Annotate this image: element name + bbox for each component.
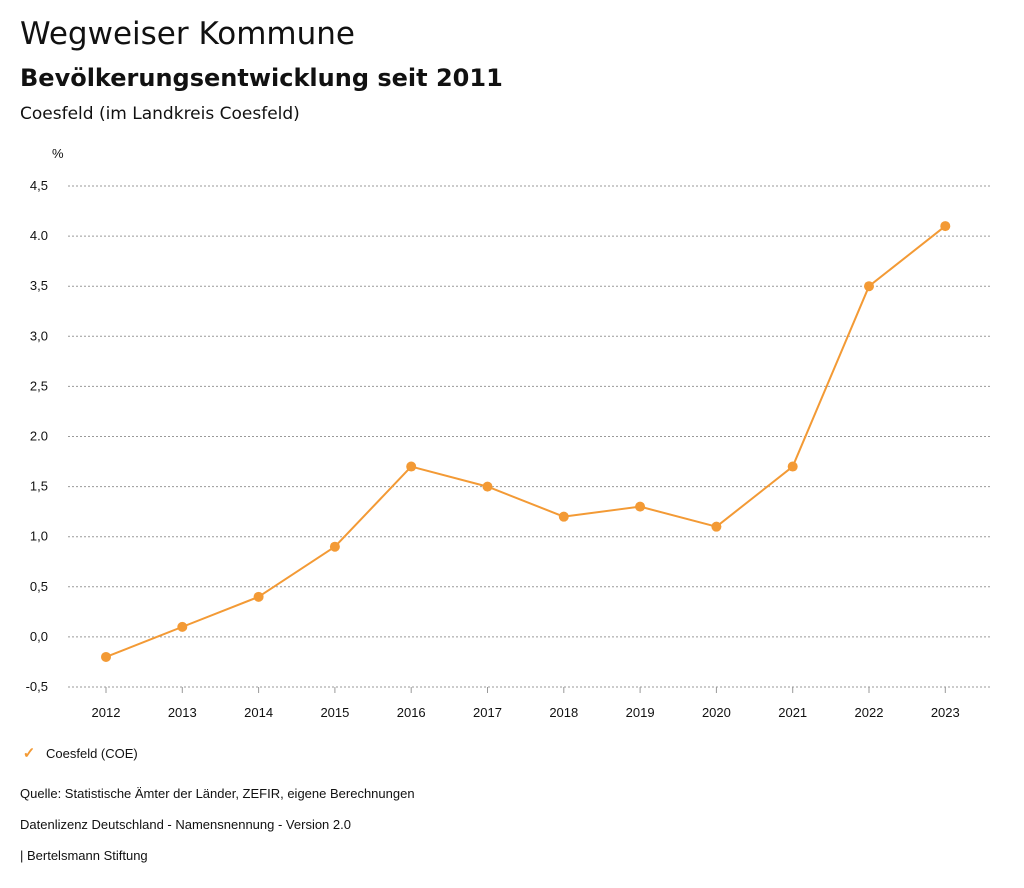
data-point: [482, 481, 493, 492]
y-tick-label: 3,5: [30, 278, 48, 293]
data-point: [787, 461, 798, 472]
y-tick-label: 3,0: [30, 328, 48, 343]
region-label: Coesfeld (im Landkreis Coesfeld): [20, 104, 300, 124]
data-point: [329, 541, 340, 552]
x-tick-label: 2017: [473, 705, 502, 720]
check-icon[interactable]: ✓: [22, 745, 36, 762]
x-tick-label: 2012: [92, 705, 121, 720]
y-tick-label: 1,5: [30, 479, 48, 494]
x-tick-label: 2013: [168, 705, 197, 720]
legend-label: Coesfeld (COE): [46, 745, 138, 761]
y-tick-label: 2.0: [30, 429, 48, 444]
x-tick-label: 2022: [855, 705, 884, 720]
y-tick-label: 0,0: [30, 629, 48, 644]
line-chart: % 4,5 4.0 3,5 3,0 2,5 2.0 1,5 1,0 0,5 0,0 -0,5 2012 2…: [26, 146, 990, 720]
y-tick-label: 2,5: [30, 378, 48, 393]
data-point: [635, 501, 646, 512]
x-tick-label: 2015: [320, 705, 349, 720]
series-line: [105, 225, 946, 658]
legend[interactable]: ✓ Coesfeld (COE): [22, 744, 138, 762]
y-tick-label: 1,0: [30, 529, 48, 544]
data-point: [940, 221, 951, 232]
data-point: [711, 521, 722, 532]
y-tick-label: 4,5: [30, 178, 48, 193]
data-point: [558, 511, 569, 522]
y-tick-label: -0,5: [26, 679, 48, 694]
x-tick-label: 2019: [626, 705, 655, 720]
chart-subtitle: Bevölkerungsentwicklung seit 2011: [20, 64, 503, 92]
y-tick-label: 4.0: [30, 228, 48, 243]
publisher-note: | Bertelsmann Stiftung: [20, 848, 148, 863]
chart-title: Wegweiser Kommune: [20, 16, 355, 52]
x-tick-label: 2016: [397, 705, 426, 720]
x-tick-label: 2014: [244, 705, 273, 720]
data-point: [177, 621, 188, 632]
data-point: [864, 281, 874, 292]
data-point: [253, 591, 264, 602]
source-note: Quelle: Statistische Ämter der Länder, Z…: [20, 786, 415, 801]
license-note: Datenlizenz Deutschland - Namensnennung …: [20, 817, 351, 832]
data-point: [406, 461, 417, 472]
data-point: [101, 651, 111, 662]
x-tick-label: 2021: [778, 705, 807, 720]
y-tick-label: 0,5: [30, 579, 48, 594]
x-tick-label: 2018: [549, 705, 578, 720]
x-tick-label: 2020: [702, 705, 731, 720]
x-tick-label: 2023: [931, 705, 960, 720]
y-axis-label: %: [52, 146, 64, 161]
